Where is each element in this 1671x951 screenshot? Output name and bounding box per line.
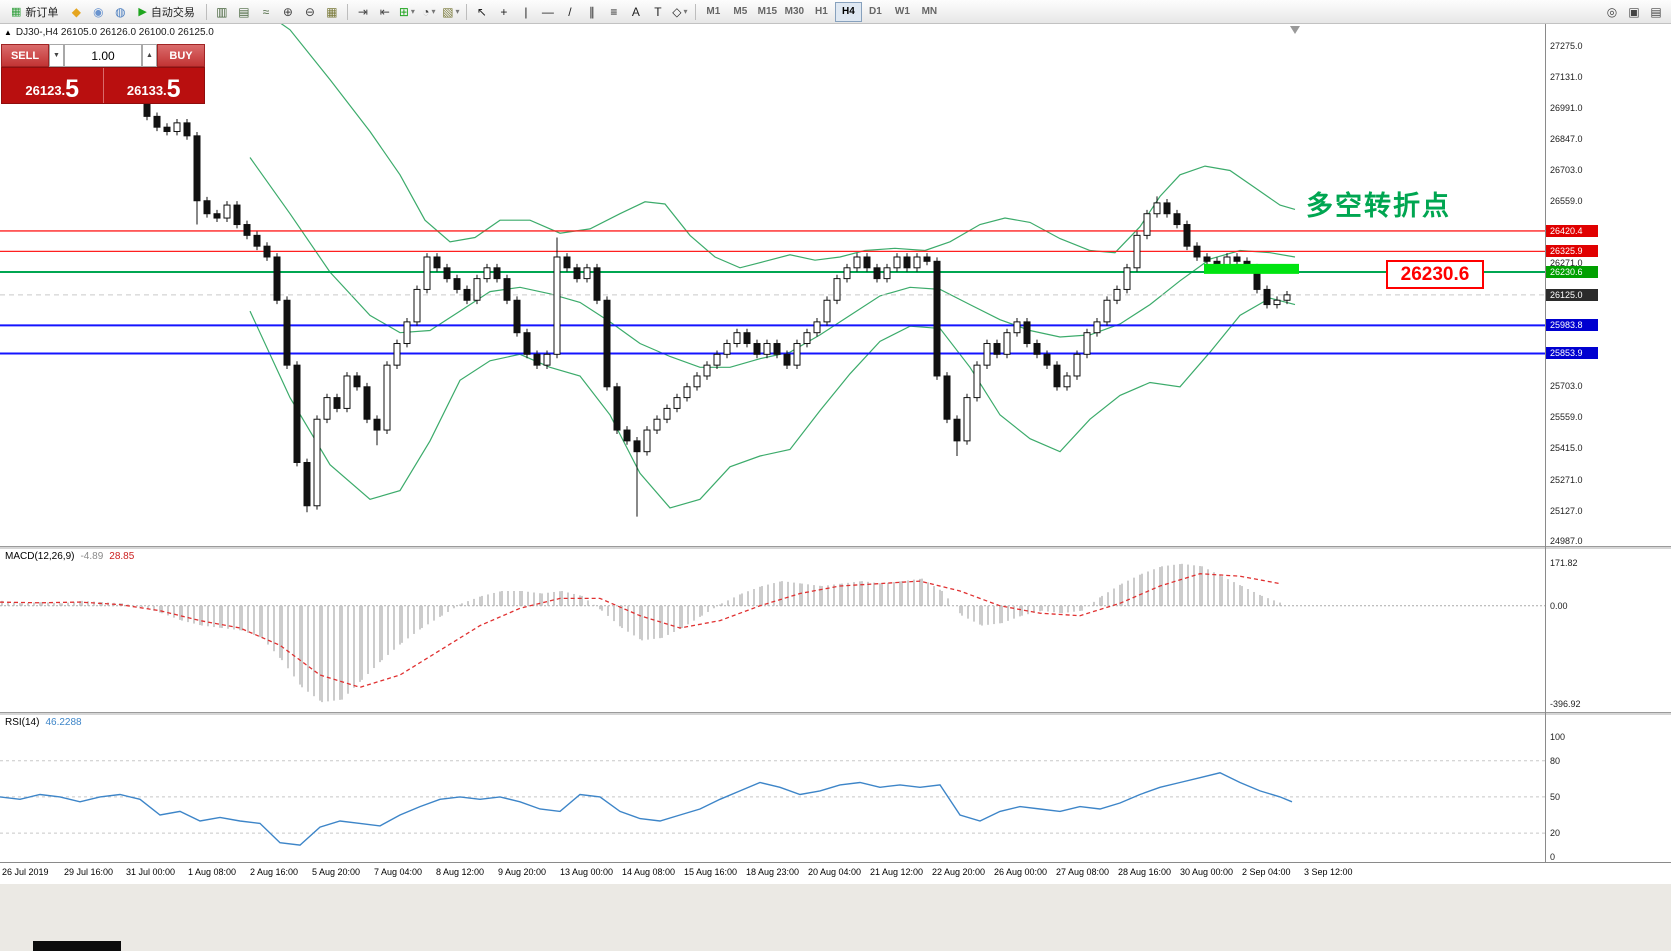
rsi-header: RSI(14) 46.2288 [5, 717, 82, 728]
mql5-community-icon[interactable]: ◉ [93, 4, 104, 19]
dropdown-arrow-icon: ▾ [431, 7, 436, 16]
price-axis-divider [1545, 24, 1546, 862]
toolbar-separator [694, 3, 696, 20]
timeframe-w1-button[interactable]: W1 [894, 6, 910, 17]
bar-chart-icon[interactable]: ▥ [216, 4, 228, 19]
tile-windows-icon[interactable]: ▦ [326, 4, 338, 19]
timeframe-m1-button[interactable]: M1 [706, 6, 721, 17]
main-chart-canvas[interactable] [0, 24, 1545, 546]
timeframe-mn-button[interactable]: MN [921, 6, 938, 17]
candlestick-chart-icon[interactable]: ▤ [238, 4, 250, 19]
deposit-icon[interactable]: ◆ [71, 4, 82, 19]
crosshair-icon[interactable]: + [500, 4, 508, 19]
toolbar-items: ▦ 新订单 ◆ ◉ ◍ ▶ 自动交易 ▥ ▤ ≈ ⊕ ⊖ ▦ ⇥ ⇤ ⊞ ▾ ◔ ▾ ▧ ▾ ↖ + | — / ∥ ≡ A T ◇ ▾ M1 M… [4, 1, 1667, 22]
time-axis[interactable] [0, 862, 1671, 884]
one-click-trade-panel: SELL ▼ 1.00 ▲ BUY 26123. 5 26133. 5 [1, 44, 205, 104]
price-callout-box[interactable]: 26230.6 [1386, 260, 1484, 289]
buy-price-main: 26133. [126, 83, 167, 98]
autotrade-button-label: 自动交易 [150, 6, 195, 19]
timeframe-d1-button[interactable]: D1 [868, 6, 882, 17]
timeframe-m5-button[interactable]: M5 [733, 6, 748, 17]
timeframe-h4-button[interactable]: H4 [834, 1, 862, 22]
buy-price[interactable]: 26133. 5 [104, 68, 205, 103]
period-icon[interactable]: ◔ ▾ [422, 4, 436, 19]
taskbar-fragment [33, 941, 121, 951]
chart-background [0, 24, 1671, 884]
new-chart-window-icon[interactable]: ▣ [1628, 4, 1640, 19]
search-icon[interactable]: ◎ [1606, 4, 1618, 19]
text-icon[interactable]: A [631, 4, 640, 19]
collapse-trade-panel-icon[interactable]: ▲ [4, 28, 12, 37]
macd-value-2: 28.85 [109, 551, 135, 562]
buy-price-pip: 5 [166, 75, 181, 103]
turning-point-annotation[interactable]: 多空转折点 [1306, 191, 1451, 221]
dropdown-arrow-icon: ▾ [455, 7, 460, 16]
toolbar-separator [346, 3, 348, 20]
text-label-icon[interactable]: T [654, 4, 662, 19]
line-chart-icon[interactable]: ≈ [262, 4, 270, 19]
fibonacci-icon[interactable]: ≡ [610, 4, 618, 19]
window-layout-icon[interactable]: ▤ [1650, 4, 1662, 19]
rsi-title: RSI(14) [5, 717, 40, 728]
macd-header: MACD(12,26,9) -4.89 28.85 [5, 551, 134, 562]
buy-button[interactable]: BUY [157, 44, 205, 67]
panel-splitter[interactable] [0, 546, 1671, 549]
chart-ohlc-header: ▲ DJ30-,H4 26105.0 26126.0 26100.0 26125.… [4, 27, 214, 38]
timeframe-h1-button[interactable]: H1 [814, 6, 828, 17]
sell-button[interactable]: SELL [1, 44, 49, 67]
sell-price-main: 26123. [25, 83, 66, 98]
horizontal-line-icon[interactable]: — [541, 4, 554, 19]
chart-shift-icon[interactable]: ⇤ [379, 4, 390, 19]
macd-title: MACD(12,26,9) [5, 551, 75, 562]
rsi-value: 46.2288 [45, 717, 82, 728]
trade-controls-row: SELL ▼ 1.00 ▲ BUY [1, 44, 205, 67]
bottom-strip [0, 884, 1671, 951]
channel-icon[interactable]: ∥ [588, 4, 595, 19]
trendline-icon[interactable]: / [568, 4, 572, 19]
add-indicator-icon[interactable]: ⊞ ▾ [398, 4, 415, 19]
zoom-in-icon[interactable]: ⊕ [282, 4, 293, 19]
timeframe-m15-button[interactable]: M15 [757, 6, 778, 17]
dropdown-arrow-icon: ▾ [683, 7, 688, 16]
dropdown-arrow-icon: ▾ [410, 7, 415, 16]
play-icon: ▶ [138, 6, 147, 18]
autotrade-button[interactable]: ▶ 自动交易 [131, 2, 201, 22]
new-order-button-label: 新订单 [25, 6, 59, 19]
sell-price[interactable]: 26123. 5 [2, 68, 104, 103]
cursor-icon[interactable]: ↖ [476, 4, 487, 19]
toolbar-separator [465, 3, 467, 20]
symbol-ohlc-text: DJ30-,H4 26105.0 26126.0 26100.0 26125.0 [15, 27, 214, 38]
shapes-icon[interactable]: ◇ ▾ [672, 4, 688, 19]
macd-chart-canvas[interactable] [0, 549, 1545, 712]
toolbar: ▦ 新订单 ◆ ◉ ◍ ▶ 自动交易 ▥ ▤ ≈ ⊕ ⊖ ▦ ⇥ ⇤ ⊞ ▾ ◔ ▾ ▧ ▾ ↖ + | — / ∥ ≡ A T ◇ ▾ M1 M… [0, 0, 1671, 24]
trade-prices-row: 26123. 5 26133. 5 [1, 67, 205, 104]
volume-input[interactable]: 1.00 [64, 44, 142, 67]
toolbar-separator [205, 3, 207, 20]
zoom-out-icon[interactable]: ⊖ [304, 4, 315, 19]
rsi-chart-canvas[interactable] [0, 715, 1545, 862]
new-order-button[interactable]: ▦ 新订单 [4, 2, 65, 22]
auto-scroll-icon[interactable]: ⇥ [357, 4, 368, 19]
volume-decrease-icon[interactable]: ▼ [49, 44, 64, 67]
template-icon[interactable]: ▧ ▾ [442, 4, 460, 19]
timeframe-m30-button[interactable]: M30 [784, 6, 805, 17]
volume-increase-icon[interactable]: ▲ [142, 44, 157, 67]
panel-splitter[interactable] [0, 712, 1671, 715]
vertical-line-icon[interactable]: | [524, 4, 528, 19]
macd-value-1: -4.89 [80, 551, 104, 562]
chart-plus-icon: ▦ [11, 6, 22, 18]
sell-price-pip: 5 [65, 75, 80, 103]
metaquotes-icon[interactable]: ◍ [115, 4, 126, 19]
